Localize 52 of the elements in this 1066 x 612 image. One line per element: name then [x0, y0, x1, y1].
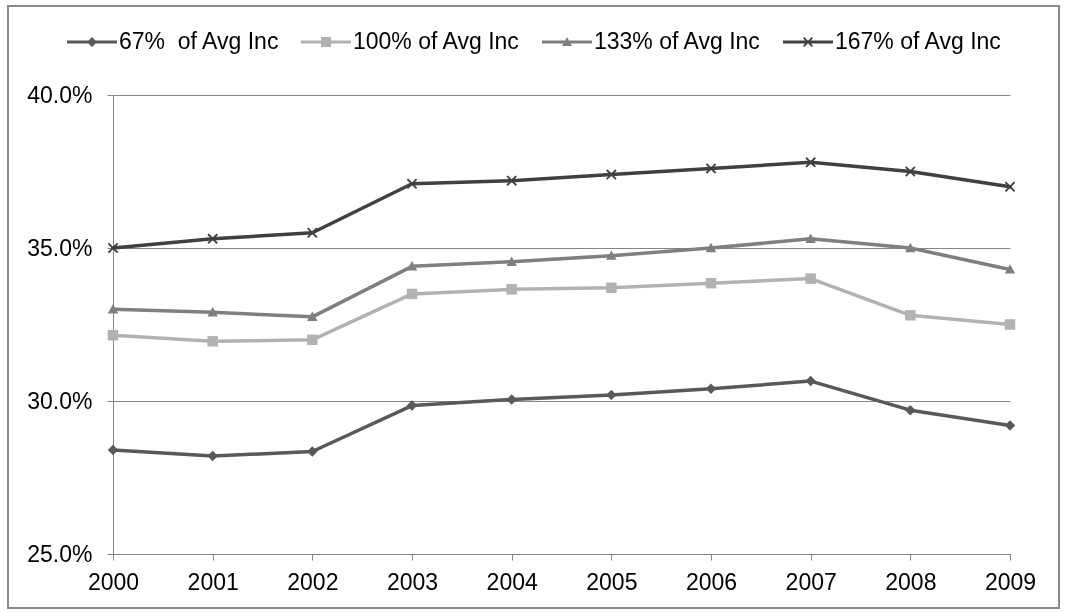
point [805, 273, 816, 284]
x-tick-label: 2005 [586, 568, 638, 595]
point [905, 310, 916, 321]
point [606, 169, 617, 180]
x-tick-label: 2003 [386, 568, 439, 595]
point [905, 166, 916, 177]
point [506, 284, 517, 295]
y-tick-label: 25.0% [27, 540, 93, 567]
point [307, 311, 318, 322]
point [705, 242, 717, 253]
point [207, 307, 218, 317]
legend-label: 167% of Avg Inc [835, 28, 1001, 54]
point [506, 256, 517, 266]
x-tick-label: 2006 [685, 568, 738, 595]
point [606, 250, 617, 260]
point [905, 404, 916, 416]
point [606, 389, 617, 401]
y-tick-label: 35.0% [27, 234, 93, 261]
point [905, 242, 916, 253]
y-tick-label: 40.0% [27, 81, 93, 108]
point [1004, 181, 1016, 193]
point [1004, 264, 1016, 274]
point [506, 175, 517, 186]
point [207, 336, 218, 347]
point [606, 282, 617, 294]
x-tick-label: 2008 [885, 568, 937, 595]
point [406, 178, 418, 189]
point [805, 157, 816, 168]
point [307, 446, 318, 457]
x-tick-label: 2009 [984, 568, 1037, 595]
y-tick-label: 30.0% [27, 387, 93, 414]
legend-label: 133% of Avg Inc [594, 28, 760, 54]
point [406, 261, 418, 271]
point [406, 288, 418, 300]
x-tick-label: 2007 [785, 568, 837, 595]
point [207, 233, 218, 245]
point [307, 227, 318, 238]
x-tick-label: 2000 [87, 568, 140, 595]
legend-label: 67% of Avg Inc [119, 28, 279, 54]
point [1004, 319, 1016, 330]
point [805, 375, 816, 387]
point [805, 233, 816, 244]
legend-label: 100% of Avg Inc [353, 28, 519, 54]
x-tick-label: 2001 [187, 568, 239, 595]
point [107, 329, 119, 341]
point [207, 450, 218, 462]
point [107, 303, 119, 314]
point [705, 277, 717, 289]
x-tick-label: 2002 [287, 568, 339, 595]
point [307, 334, 318, 346]
x-tick-label: 2004 [486, 568, 538, 595]
point [1004, 420, 1016, 431]
